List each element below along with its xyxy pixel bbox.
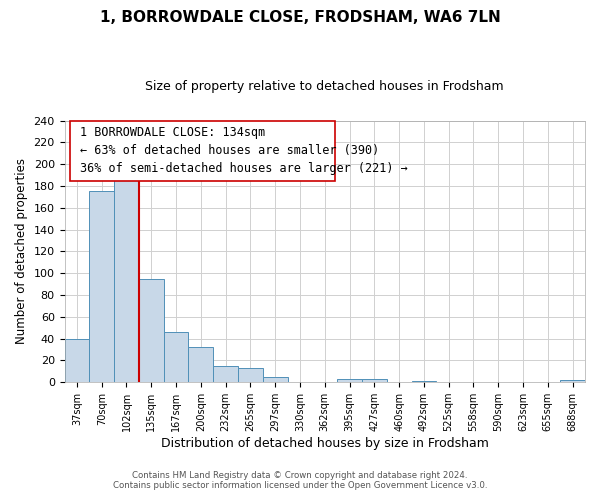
- Text: ← 63% of detached houses are smaller (390): ← 63% of detached houses are smaller (39…: [80, 144, 379, 157]
- Text: 1, BORROWDALE CLOSE, FRODSHAM, WA6 7LN: 1, BORROWDALE CLOSE, FRODSHAM, WA6 7LN: [100, 10, 500, 25]
- Text: 36% of semi-detached houses are larger (221) →: 36% of semi-detached houses are larger (…: [80, 162, 408, 175]
- Y-axis label: Number of detached properties: Number of detached properties: [15, 158, 28, 344]
- Title: Size of property relative to detached houses in Frodsham: Size of property relative to detached ho…: [145, 80, 504, 93]
- Text: Contains HM Land Registry data © Crown copyright and database right 2024.
Contai: Contains HM Land Registry data © Crown c…: [113, 470, 487, 490]
- Bar: [213, 366, 238, 382]
- Bar: [114, 174, 139, 382]
- Bar: [65, 338, 89, 382]
- Bar: [263, 377, 287, 382]
- FancyBboxPatch shape: [70, 120, 335, 180]
- Bar: [362, 379, 387, 382]
- Bar: [412, 381, 436, 382]
- Text: 1 BORROWDALE CLOSE: 134sqm: 1 BORROWDALE CLOSE: 134sqm: [80, 126, 265, 139]
- Bar: [89, 192, 114, 382]
- Bar: [139, 278, 164, 382]
- Bar: [238, 368, 263, 382]
- Bar: [188, 348, 213, 382]
- Bar: [164, 332, 188, 382]
- Bar: [337, 379, 362, 382]
- X-axis label: Distribution of detached houses by size in Frodsham: Distribution of detached houses by size …: [161, 437, 489, 450]
- Bar: [560, 380, 585, 382]
